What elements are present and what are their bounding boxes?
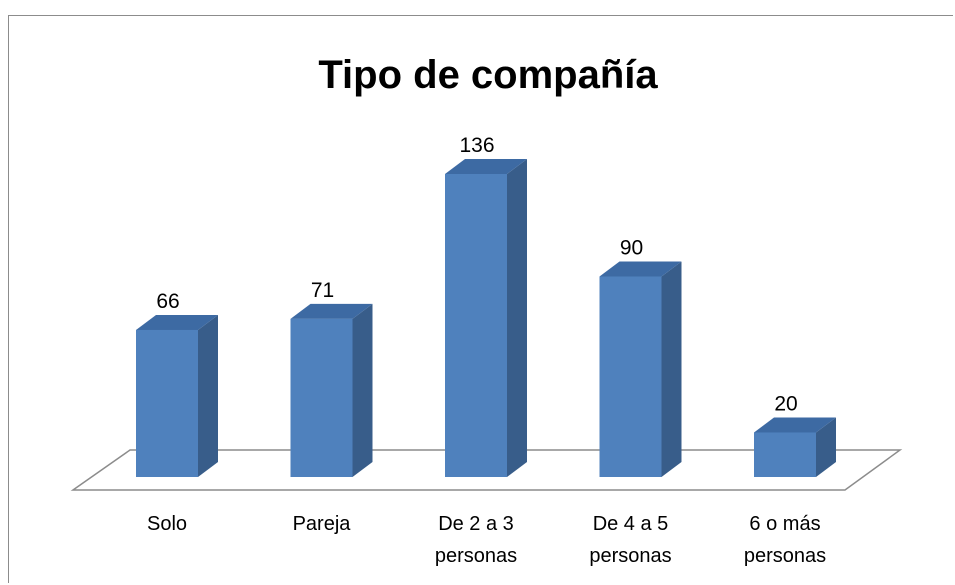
bar xyxy=(290,318,353,477)
bar-side xyxy=(507,159,527,477)
bar-top xyxy=(754,417,836,433)
bar xyxy=(136,329,198,477)
data-label: 136 xyxy=(459,134,494,157)
data-label: 20 xyxy=(774,392,797,415)
bar-top xyxy=(290,303,373,319)
bar-top xyxy=(599,261,682,277)
bar-side xyxy=(352,303,373,477)
bar xyxy=(599,276,662,477)
chart-frame xyxy=(8,15,953,583)
chart-title: Tipo de compañía xyxy=(318,53,658,97)
bar xyxy=(754,432,816,477)
bar xyxy=(445,174,507,477)
bar-side xyxy=(816,417,836,477)
data-label: 71 xyxy=(311,279,334,302)
x-tick-label: Pareja xyxy=(292,513,351,535)
bar-side xyxy=(661,261,682,477)
x-tick-label: De 4 a 5 personas xyxy=(589,513,672,567)
x-tick-label: De 2 a 3 personas xyxy=(434,513,518,567)
data-label: 90 xyxy=(620,236,643,259)
bar-top xyxy=(136,314,218,330)
bar-side xyxy=(198,314,218,477)
bar-top xyxy=(445,159,527,174)
x-tick-label: Solo xyxy=(146,513,188,535)
x-tick-label: 6 o más personas xyxy=(743,513,827,567)
data-label: 66 xyxy=(156,290,179,313)
